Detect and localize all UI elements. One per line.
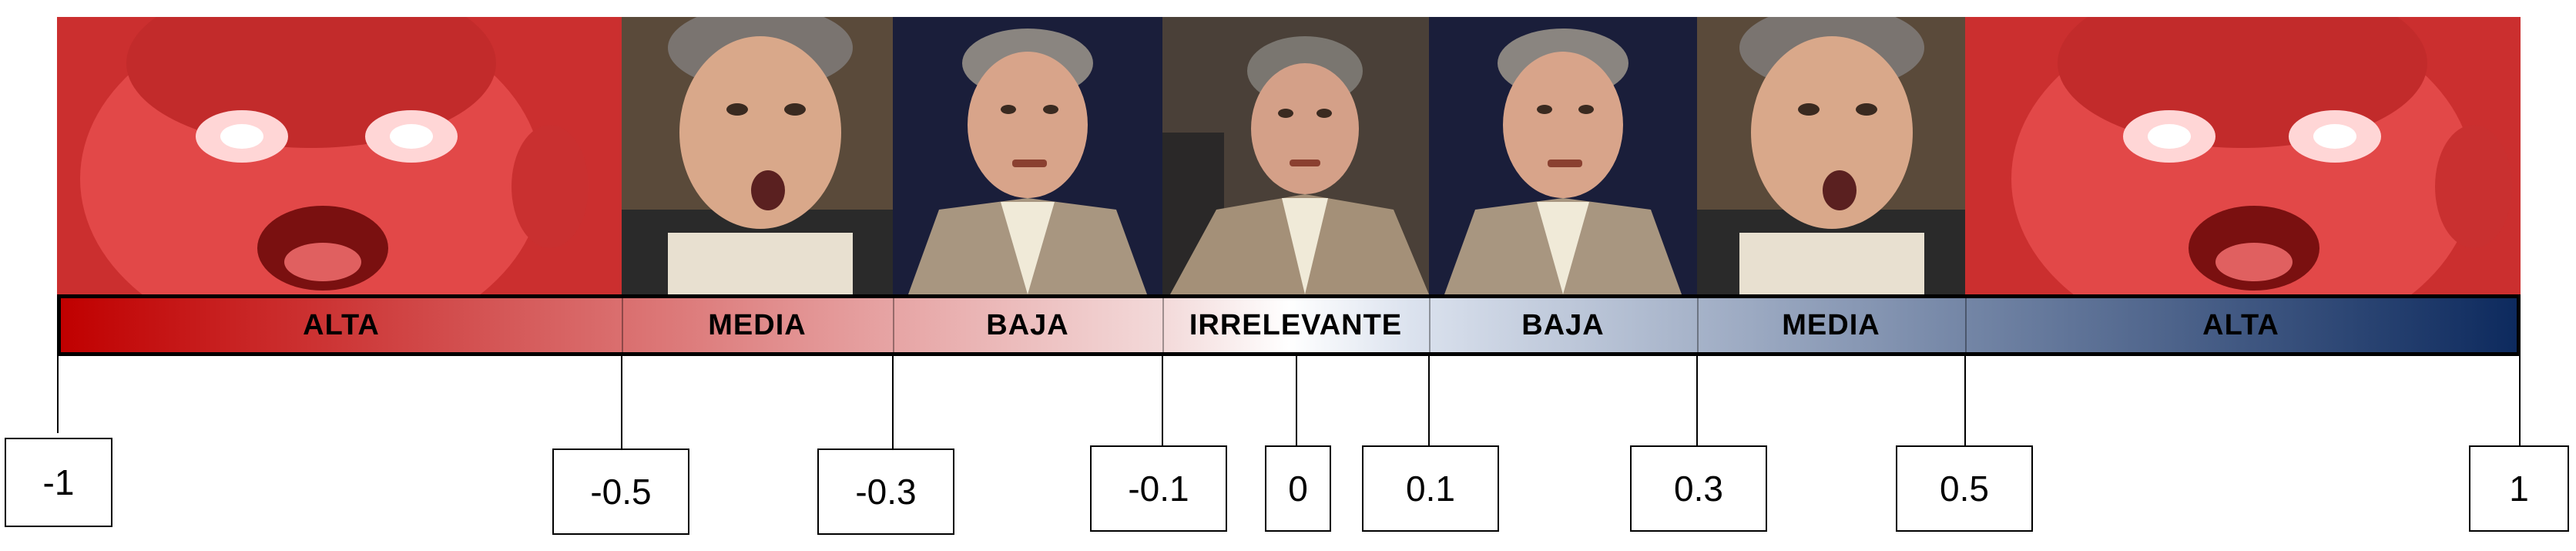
segment-label: BAJA	[1521, 308, 1605, 341]
scale-tick	[2519, 356, 2521, 449]
segment-label: ALTA	[2202, 308, 2279, 341]
man-looking-right-image	[1429, 17, 1697, 294]
scale-tick	[1296, 356, 1297, 449]
red-glowing-eyes-face-image	[1965, 17, 2521, 294]
scale-tick	[892, 356, 894, 449]
scale-value-label: 0.5	[1896, 445, 2033, 532]
segment-divider	[1429, 298, 1431, 352]
scale-tick	[1964, 356, 1966, 449]
segment-label: IRRELEVANTE	[1189, 308, 1403, 341]
scale-value-label: 0.3	[1630, 445, 1767, 532]
scale-tick	[1162, 356, 1163, 449]
segment-label: ALTA	[303, 308, 380, 341]
segment-label: MEDIA	[708, 308, 807, 341]
segment-label: MEDIA	[1782, 308, 1880, 341]
segment-divider	[1162, 298, 1164, 352]
man-head-tilted-image	[1162, 17, 1429, 294]
scale-value-label: 0	[1265, 445, 1331, 532]
scale-tick	[1428, 356, 1430, 449]
man-surprised-face-image	[1697, 17, 1965, 294]
scale-tick	[1696, 356, 1698, 449]
segment-divider	[622, 298, 623, 352]
scale-tick	[57, 356, 59, 433]
scale-value-label: -0.1	[1090, 445, 1227, 532]
man-looking-right-image	[893, 17, 1162, 294]
intensity-scale-bar: ALTA MEDIA BAJA IRRELEVANTE BAJA MEDIA A…	[57, 294, 2521, 356]
scale-value-label: 0.1	[1362, 445, 1499, 532]
scale-tick	[621, 356, 622, 449]
man-surprised-face-image	[622, 17, 893, 294]
scale-value-label: -0.3	[817, 449, 954, 535]
scale-value-label: 1	[2469, 445, 2569, 532]
scale-value-label: -1	[5, 438, 112, 527]
scale-value-label: -0.5	[552, 449, 689, 535]
segment-divider	[1697, 298, 1699, 352]
segment-divider	[1965, 298, 1967, 352]
segment-divider	[893, 298, 894, 352]
segment-label: BAJA	[986, 308, 1069, 341]
red-glowing-eyes-face-image	[57, 17, 622, 294]
